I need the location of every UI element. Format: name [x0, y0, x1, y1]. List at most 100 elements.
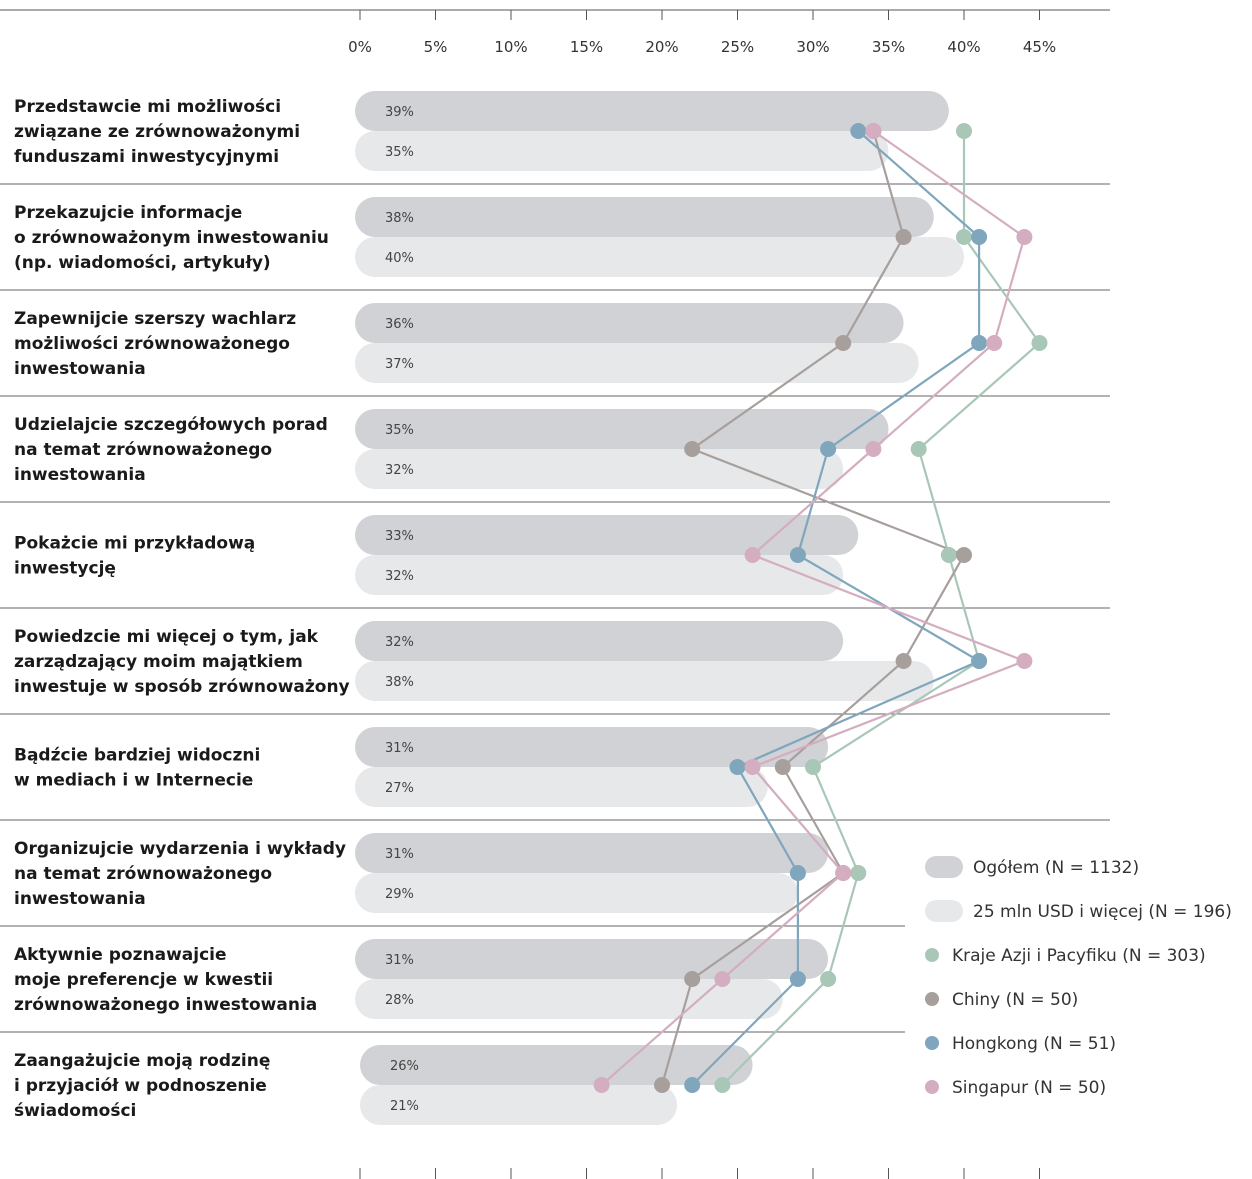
- category-label: Zapewnijcie szerszy wachlarz możliwości z…: [14, 309, 296, 379]
- bar-value-label: 37%: [385, 357, 414, 372]
- x-tick-label: 0%: [348, 38, 372, 56]
- series-line: [600, 130, 1028, 1086]
- bar-ogolem: [360, 1045, 753, 1085]
- x-tick-label: 10%: [494, 38, 527, 56]
- category-label: Przedstawcie mi możliwości związane ze zr…: [14, 97, 300, 167]
- category-label: Organizujcie wydarzenia i wykłady na tema…: [14, 839, 346, 909]
- legend-swatch-bar: [925, 900, 963, 922]
- series-point: [835, 865, 852, 881]
- bar-25mln: [355, 661, 934, 701]
- x-tick-label: 35%: [872, 38, 905, 56]
- category-label-line: Bądźcie bardziej widoczni: [14, 746, 260, 766]
- bar-25mln: [355, 873, 798, 913]
- bar-25mln: [355, 767, 768, 807]
- category-label-line: inwestowania: [14, 359, 146, 379]
- category-label-line: Pokażcie mi przykładową: [14, 534, 255, 554]
- bar-ogolem: [355, 939, 829, 979]
- category-label-line: inwestuje w sposób zrównoważony: [14, 677, 350, 697]
- category-label-line: możliwości zrównoważonego: [14, 334, 290, 354]
- bar-25mln: [360, 1085, 678, 1125]
- bar-ogolem: [355, 621, 844, 661]
- bar-value-label: 32%: [385, 635, 414, 650]
- category-label-line: na temat zrównoważonego: [14, 864, 272, 884]
- series-point: [744, 547, 761, 563]
- series-point: [714, 971, 731, 987]
- category-label-line: inwestowania: [14, 889, 146, 909]
- series-line: [660, 130, 966, 1086]
- category-label: Zaangażujcie moją rodzinę i przyjaciół w …: [14, 1051, 270, 1121]
- bar-ogolem: [355, 515, 859, 555]
- category-label-line: Zapewnijcie szerszy wachlarz: [14, 309, 296, 329]
- legend-swatch-dot: [925, 992, 939, 1006]
- legend-swatch-dot: [925, 948, 939, 962]
- category-label-line: inwestycję: [14, 559, 116, 579]
- category-label-line: Powiedzcie mi więcej o tym, jak: [14, 627, 319, 647]
- legend-label: Kraje Azji i Pacyfiku (N = 303): [952, 946, 1206, 966]
- category-label-line: Organizujcie wydarzenia i wykłady: [14, 839, 346, 859]
- series-point: [865, 123, 882, 139]
- series-point: [789, 865, 806, 881]
- x-tick-label: 45%: [1023, 38, 1056, 56]
- series-point: [820, 971, 837, 987]
- x-tick-label: 5%: [424, 38, 448, 56]
- category-label-line: inwestowania: [14, 465, 146, 485]
- series-point: [971, 229, 988, 245]
- category-label-line: i przyjaciół w podnoszenie: [14, 1076, 267, 1096]
- series-point: [835, 335, 852, 351]
- series-point: [1031, 335, 1048, 351]
- series-point: [684, 971, 701, 987]
- series-point: [850, 865, 867, 881]
- legend-label: Hongkong (N = 51): [952, 1034, 1116, 1054]
- series-point: [895, 653, 912, 669]
- legend-swatch-dot: [925, 1080, 939, 1094]
- bar-value-label: 40%: [385, 251, 414, 266]
- legend-label: Chiny (N = 50): [952, 990, 1078, 1010]
- series-point: [774, 759, 791, 775]
- series-point: [865, 441, 882, 457]
- category-label-line: zrównoważonego inwestowania: [14, 995, 317, 1015]
- bar-25mln: [355, 131, 889, 171]
- category-label-line: Udzielajcie szczegółowych porad: [14, 415, 328, 435]
- bar-ogolem: [355, 409, 889, 449]
- series-point: [956, 547, 972, 563]
- category-label: Przekazujcie informacje o zrównoważonym i…: [14, 203, 329, 273]
- category-label-line: o zrównoważonym inwestowaniu: [14, 228, 329, 248]
- category-label-line: zarządzający moim majątkiem: [14, 652, 303, 672]
- series-line: [721, 131, 1041, 1086]
- series-point: [789, 547, 806, 563]
- legend-label: Singapur (N = 50): [952, 1078, 1106, 1098]
- series-point: [956, 123, 972, 139]
- bar-value-label: 31%: [385, 741, 414, 756]
- category-label: Powiedzcie mi więcej o tym, jak zarządzaj…: [14, 627, 350, 697]
- bar-value-label: 28%: [385, 993, 414, 1008]
- series-point: [684, 441, 701, 457]
- category-label-line: Aktywnie poznawajcie: [14, 945, 227, 965]
- bar-ogolem: [355, 197, 934, 237]
- category-label: Aktywnie poznawajcie moje preferencje w k…: [14, 945, 317, 1015]
- category-label-line: w mediach i w Internecie: [14, 771, 253, 791]
- bar-25mln: [355, 343, 919, 383]
- series-point: [714, 1077, 731, 1093]
- bar-25mln: [355, 979, 783, 1019]
- bar-ogolem: [355, 91, 949, 131]
- bar-value-label: 32%: [385, 463, 414, 478]
- category-label: Udzielajcie szczegółowych porad na temat …: [14, 415, 328, 485]
- series-point: [956, 229, 972, 245]
- bar-ogolem: [355, 727, 829, 767]
- legend-label: 25 mln USD i więcej (N = 196): [973, 902, 1232, 922]
- series-point: [729, 759, 746, 775]
- bar-value-label: 26%: [390, 1059, 419, 1074]
- category-label: Pokażcie mi przykładową inwestycję: [14, 534, 255, 579]
- series-point: [1016, 653, 1033, 669]
- category-label-line: Przekazujcie informacje: [14, 203, 242, 223]
- bar-value-label: 29%: [385, 887, 414, 902]
- x-tick-label: 15%: [570, 38, 603, 56]
- category-label-line: funduszami inwestycyjnymi: [14, 147, 279, 167]
- bar-value-label: 36%: [385, 317, 414, 332]
- category-label-line: Zaangażujcie moją rodzinę: [14, 1051, 270, 1071]
- bar-25mln: [355, 237, 964, 277]
- series-point: [789, 971, 806, 987]
- category-label-line: Przedstawcie mi możliwości: [14, 97, 281, 117]
- series-point: [1016, 229, 1033, 245]
- legend-swatch-dot: [925, 1036, 939, 1050]
